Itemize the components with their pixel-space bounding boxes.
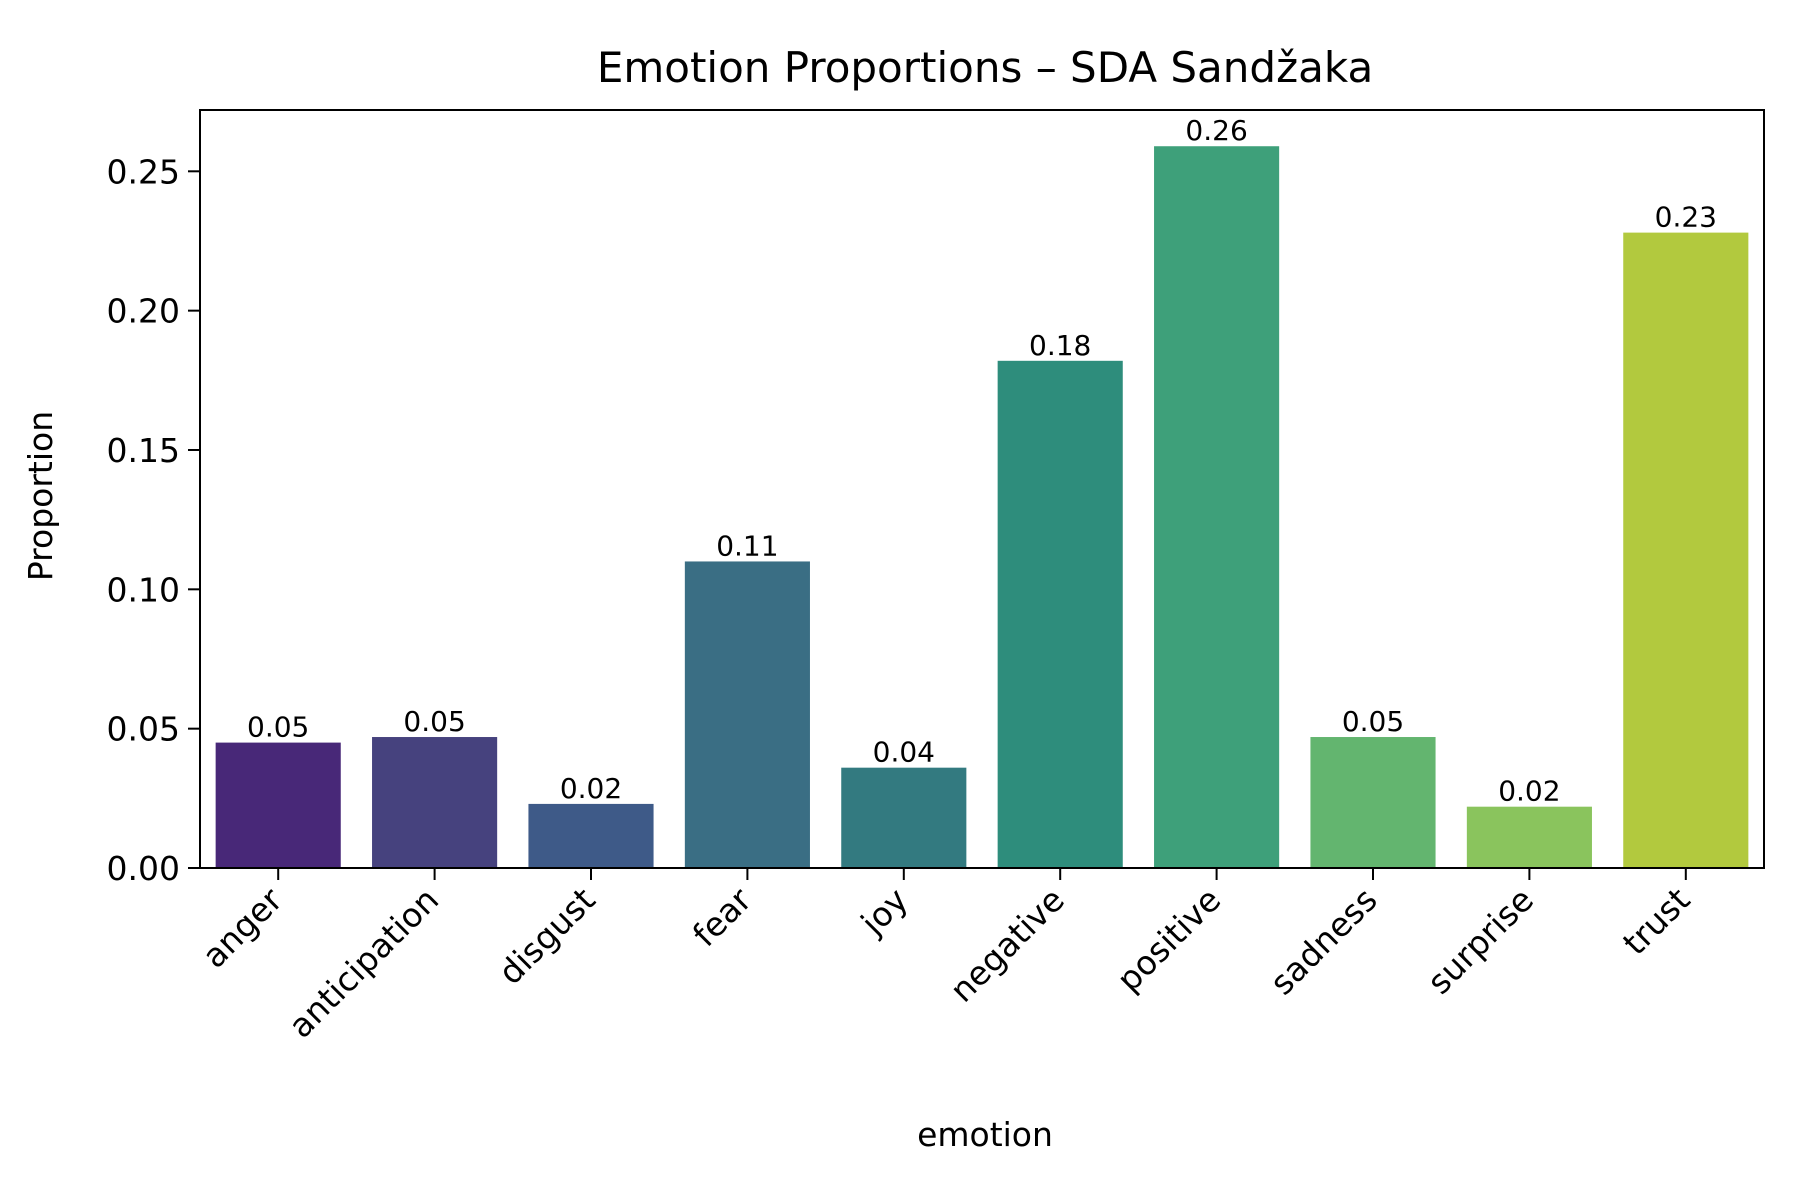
data-label-positive: 0.26 bbox=[1185, 114, 1247, 147]
x-tick-label-sadness: sadness bbox=[1262, 880, 1384, 1002]
data-label-trust: 0.23 bbox=[1655, 201, 1717, 234]
x-tick-label-fear: fear bbox=[685, 880, 759, 954]
y-axis-label: Proportion bbox=[21, 411, 60, 581]
y-tick-label: 0.10 bbox=[107, 570, 180, 609]
data-label-sadness: 0.05 bbox=[1342, 705, 1404, 738]
bar-trust bbox=[1623, 232, 1749, 868]
bar-positive bbox=[1154, 146, 1280, 869]
data-label-negative: 0.18 bbox=[1029, 329, 1091, 362]
bar-fear bbox=[684, 561, 810, 868]
data-label-joy: 0.04 bbox=[873, 736, 935, 769]
x-tick-label-anticipation: anticipation bbox=[281, 880, 446, 1045]
x-tick-label-negative: negative bbox=[942, 880, 1072, 1010]
data-label-surprise: 0.02 bbox=[1498, 775, 1560, 808]
chart-title: Emotion Proportions – SDA Sandžaka bbox=[597, 43, 1373, 92]
y-tick-label: 0.05 bbox=[107, 710, 180, 749]
bar-disgust bbox=[528, 803, 654, 868]
data-label-anger: 0.05 bbox=[247, 711, 309, 744]
bar-anticipation bbox=[372, 737, 498, 868]
bar-sadness bbox=[1310, 737, 1436, 868]
y-tick-label: 0.00 bbox=[107, 849, 180, 888]
bar-negative bbox=[997, 360, 1123, 868]
y-tick-label: 0.20 bbox=[107, 292, 180, 331]
bar-surprise bbox=[1466, 806, 1592, 868]
x-tick-label-joy: joy bbox=[853, 880, 916, 943]
data-label-disgust: 0.02 bbox=[560, 772, 622, 805]
y-tick-label: 0.25 bbox=[107, 152, 180, 191]
bar-anger bbox=[215, 742, 341, 868]
data-label-anticipation: 0.05 bbox=[403, 705, 465, 738]
bar-joy bbox=[841, 767, 967, 868]
x-tick-label-surprise: surprise bbox=[1420, 880, 1542, 1002]
data-label-fear: 0.11 bbox=[716, 529, 778, 562]
x-tick-label-trust: trust bbox=[1615, 880, 1697, 962]
x-axis-label: emotion bbox=[917, 1115, 1053, 1154]
plot-area-frame bbox=[199, 109, 1765, 869]
x-tick-label-disgust: disgust bbox=[491, 880, 603, 992]
y-axis: 0.00 0.05 0.10 0.15 0.20 0.25 bbox=[107, 152, 200, 888]
x-tick-label-anger: anger bbox=[194, 880, 290, 976]
y-tick-label: 0.15 bbox=[107, 431, 180, 470]
x-tick-label-positive: positive bbox=[1109, 880, 1228, 999]
bars-group: 0.05 0.05 0.02 0.11 0.04 0.18 0.26 0.05 0.02 0.23 bbox=[215, 114, 1749, 869]
